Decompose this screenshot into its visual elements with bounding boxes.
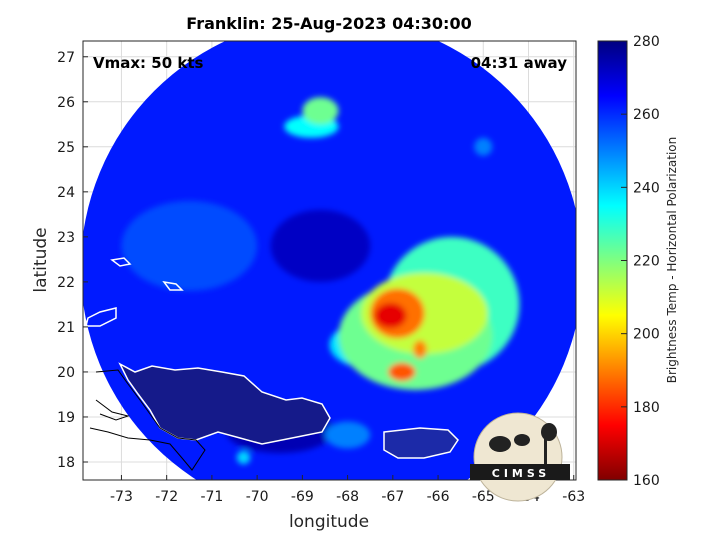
colorbar-label: Brightness Temp - Horizontal Polarizatio…: [665, 137, 679, 384]
colorbar-tick-label: 180: [633, 400, 660, 416]
y-tick-label: 19: [57, 410, 75, 426]
brightness-feature: [236, 450, 251, 465]
x-tick-label: -73: [110, 489, 133, 505]
colorbar-tick-label: 160: [633, 473, 660, 489]
chart-title: Franklin: 25-Aug-2023 04:30:00: [186, 14, 471, 33]
y-tick-label: 20: [57, 365, 75, 381]
x-tick-label: -67: [381, 489, 404, 505]
satellite-dish-icon: [489, 436, 511, 452]
y-tick-label: 18: [57, 455, 75, 471]
swath-layer: [83, 41, 576, 480]
brightness-feature: [270, 209, 371, 282]
x-tick-label: -70: [246, 489, 269, 505]
x-axis-label: longitude: [289, 512, 369, 532]
time-away-annotation: 04:31 away: [471, 54, 568, 72]
axes-frame: [82, 40, 577, 481]
cimss-logo: CIMSS: [470, 412, 570, 502]
brightness-feature: [413, 340, 427, 359]
colorbar-tick-label: 220: [633, 254, 660, 270]
x-axis-ticks: -73-72-71-70-69-68-67-66-65-64-63: [110, 475, 585, 505]
y-tick-label: 27: [57, 50, 75, 66]
land-outlines-outside: [89, 369, 206, 471]
x-tick-label: -66: [427, 489, 450, 505]
y-tick-label: 23: [57, 230, 75, 246]
water-tower-icon: [541, 423, 557, 441]
y-tick-label: 22: [57, 275, 75, 291]
brightness-feature: [374, 303, 407, 329]
y-tick-label: 26: [57, 95, 75, 111]
colorbar-tick-label: 280: [633, 34, 660, 50]
brightness-feature: [121, 200, 258, 291]
x-tick-label: -68: [336, 489, 359, 505]
x-tick-label: -71: [200, 489, 223, 505]
x-tick-label: -65: [472, 489, 495, 505]
satellite-dish-icon-2: [514, 434, 530, 446]
colorbar-ticks: 160 180 200 220 240 260 280: [621, 34, 660, 489]
vmax-annotation: Vmax: 50 kts: [93, 54, 203, 72]
brightness-feature: [324, 421, 371, 449]
y-tick-label: 25: [57, 140, 75, 156]
y-tick-label: 24: [57, 185, 75, 201]
x-tick-label: -69: [291, 489, 314, 505]
brightness-feature: [388, 362, 416, 381]
x-tick-label: -72: [155, 489, 178, 505]
x-tick-label: -63: [562, 489, 585, 505]
brightness-feature: [474, 137, 493, 156]
y-tick-label: 21: [57, 320, 75, 336]
y-axis-ticks: 18 19 20 21 22 23 24 25 26 27: [57, 50, 88, 471]
colorbar-tick-label: 200: [633, 327, 660, 343]
brightness-feature: [302, 97, 339, 125]
water-tower-leg-icon: [544, 438, 547, 464]
land-outlines: [85, 257, 459, 459]
colorbar-tick-label: 240: [633, 180, 660, 196]
logo-text: CIMSS: [492, 467, 550, 480]
logo-banner: [470, 464, 570, 480]
y-axis-label: latitude: [31, 227, 51, 292]
colorbar-tick-label: 260: [633, 107, 660, 123]
